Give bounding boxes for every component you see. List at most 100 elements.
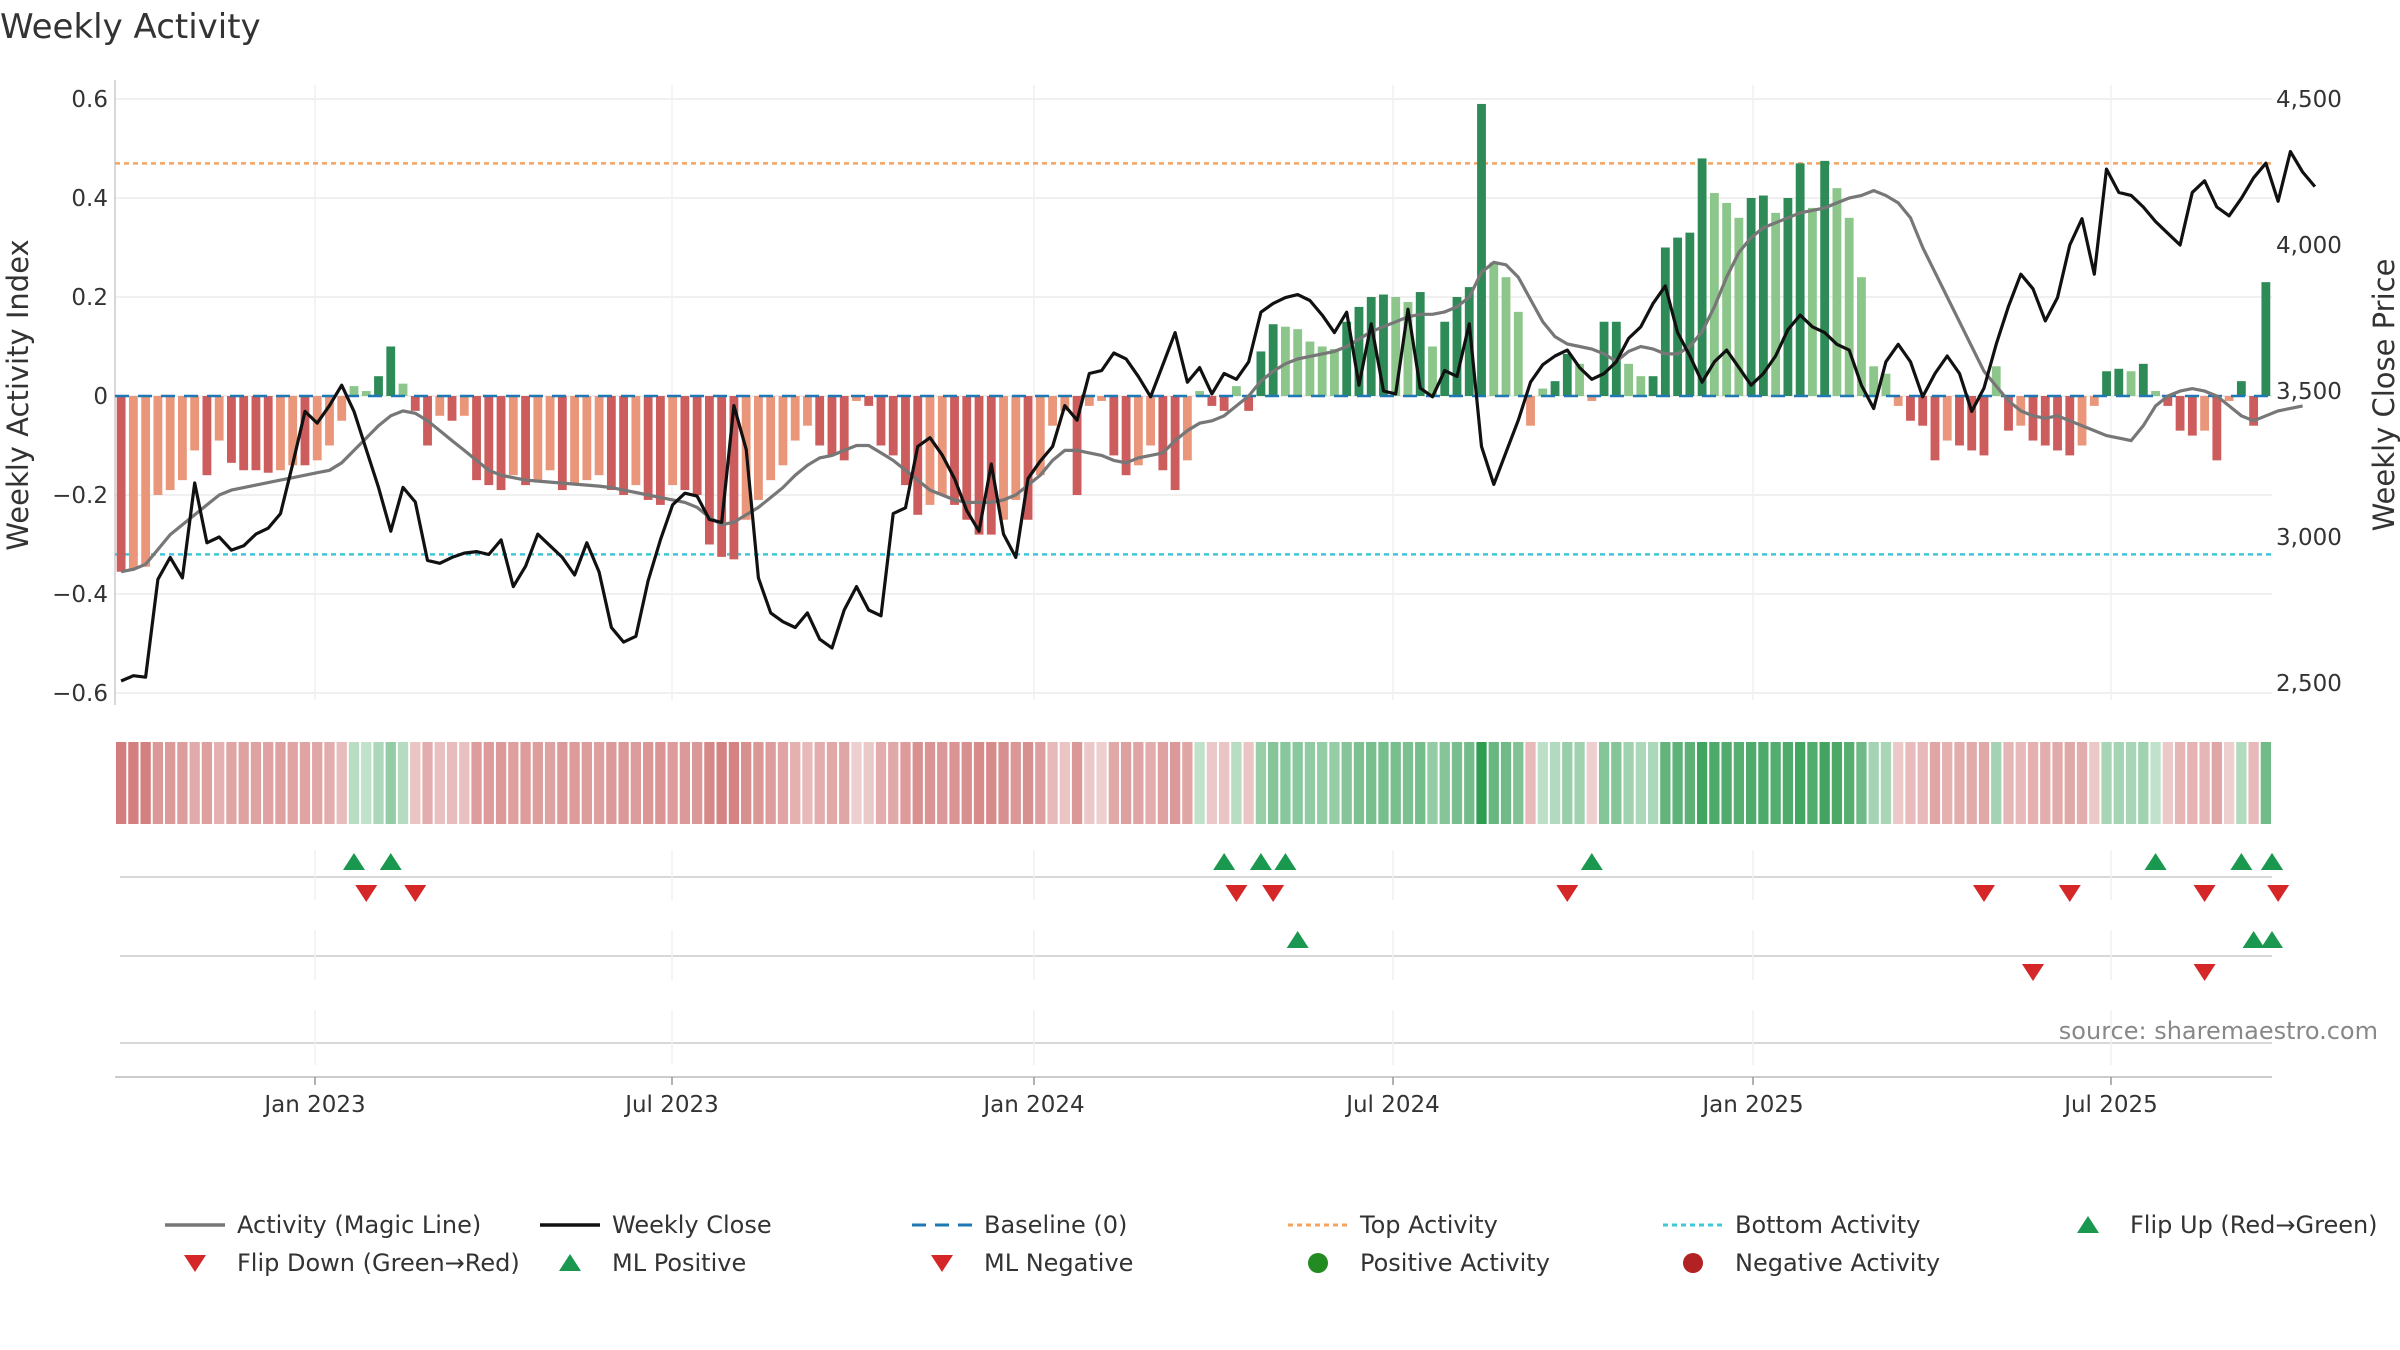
heat-strip-cell (2211, 742, 2222, 824)
activity-bar (803, 396, 812, 426)
activity-bar (239, 396, 249, 471)
flip-up-marker (2261, 853, 2283, 870)
legend-label: Bottom Activity (1735, 1211, 1920, 1239)
activity-bar (2077, 396, 2087, 446)
y-left-tick-label: −0.4 (52, 582, 108, 608)
activity-bar (1268, 324, 1278, 396)
y-right-tick-label: 4,000 (2276, 233, 2342, 259)
heat-strip-cell (483, 742, 494, 824)
activity-bar (1734, 217, 1744, 396)
activity-bar (2151, 391, 2160, 396)
activity-bar (888, 396, 898, 456)
flip-up-marker (1274, 853, 1297, 870)
legend-positive-dot-swatch (1308, 1253, 1328, 1273)
heat-strip-cell (1500, 742, 1512, 824)
activity-bar (496, 396, 506, 491)
activity-bar (1783, 198, 1793, 396)
x-tick-label: Jan 2025 (1700, 1092, 1803, 1118)
heat-strip-cell (704, 742, 715, 824)
activity-bar (1109, 396, 1119, 456)
heat-strip-cell (1059, 742, 1070, 824)
activity-bar (1231, 386, 1241, 396)
heat-strip-cell (361, 742, 372, 824)
activity-bar (839, 396, 849, 461)
activity-bar (2187, 396, 2197, 436)
activity-bar (1648, 376, 1658, 396)
y-left-tick-label: −0.2 (52, 483, 108, 509)
legend-label: Flip Up (Red→Green) (2130, 1211, 2378, 1239)
activity-bar (2089, 396, 2099, 406)
activity-bar (1317, 346, 1327, 396)
activity-bar (1403, 301, 1413, 396)
activity-bar (472, 396, 481, 481)
activity-bar (704, 396, 714, 545)
heat-strip-cell (1844, 742, 1855, 824)
heat-strip-cell (606, 742, 617, 824)
heat-strip-cell (1047, 742, 1058, 824)
activity-bar (1452, 297, 1462, 396)
heat-strip-cell (679, 742, 691, 824)
activity-bar (1391, 297, 1401, 396)
heat-strip-cell (593, 742, 605, 824)
activity-bar (2040, 396, 2050, 446)
weekly-close-line (120, 150, 2317, 683)
activity-bar (1685, 232, 1695, 396)
heat-strip-cell (1537, 742, 1548, 824)
heat-strip-cell (1488, 742, 1499, 824)
heat-strip-cell (557, 742, 568, 824)
heat-strip-cell (1022, 742, 1034, 824)
heat-strip-cell (1280, 742, 1291, 824)
activity-bar (1182, 396, 1192, 461)
y-right-ticks: 4,500 4,000 3,500 3,000 2,500 (2276, 87, 2342, 697)
ml-negative-marker (2022, 964, 2045, 981)
activity-bar (325, 396, 334, 446)
ml-negative-marker (2193, 964, 2216, 981)
heat-strip-cell (152, 742, 164, 824)
flip-down-marker (2058, 885, 2081, 902)
activity-bar (668, 396, 678, 486)
activity-bar (312, 396, 322, 461)
activity-bar (1415, 292, 1425, 396)
heat-strip-cell (471, 742, 482, 824)
activity-bar (153, 396, 163, 495)
signal-panels (120, 850, 2290, 1065)
heat-strip-cell (1635, 742, 1646, 824)
heat-strip-cell (2248, 742, 2259, 824)
activity-bar (1893, 396, 1903, 406)
activity-bar (447, 396, 457, 421)
activity-bar (2200, 396, 2210, 431)
heat-strip-cell (851, 742, 862, 824)
heat-strip-cell (128, 742, 139, 824)
activity-bar (251, 396, 261, 471)
activity-bar (1758, 195, 1768, 396)
heat-strip-cell (2089, 742, 2100, 824)
activity-bar (754, 396, 763, 500)
ml-positive-marker (2242, 931, 2265, 948)
activity-bar (2175, 396, 2185, 431)
heat-strip-cell (1868, 742, 1879, 824)
flip-up-marker (379, 853, 402, 870)
activity-bar (2126, 371, 2136, 396)
heat-strip-cell (581, 742, 592, 824)
heat-strip-cell (753, 742, 764, 824)
magic-line (120, 188, 2303, 574)
legend-label: Weekly Close (612, 1211, 772, 1239)
heat-strip-cell (189, 742, 200, 824)
heat-strip-cell (1758, 742, 1769, 824)
legend-flip-down-swatch (184, 1255, 206, 1272)
activity-bar (337, 396, 347, 421)
activity-bar (1489, 262, 1499, 396)
activity-bar (2102, 371, 2111, 396)
series-lines (115, 150, 2317, 683)
activity-bar (521, 396, 530, 486)
activity-bar (214, 396, 224, 441)
legend-label: Positive Activity (1360, 1249, 1550, 1277)
heat-strip-cell (716, 742, 727, 824)
heat-strip-cell (1598, 742, 1610, 824)
activity-bar (594, 396, 604, 476)
legend-negative-dot-swatch (1683, 1253, 1703, 1273)
heat-strip-cell (1978, 742, 1990, 824)
heat-strip-cell (912, 742, 923, 824)
activity-bar (1330, 348, 1339, 396)
legend-ml-positive-swatch (559, 1254, 581, 1271)
